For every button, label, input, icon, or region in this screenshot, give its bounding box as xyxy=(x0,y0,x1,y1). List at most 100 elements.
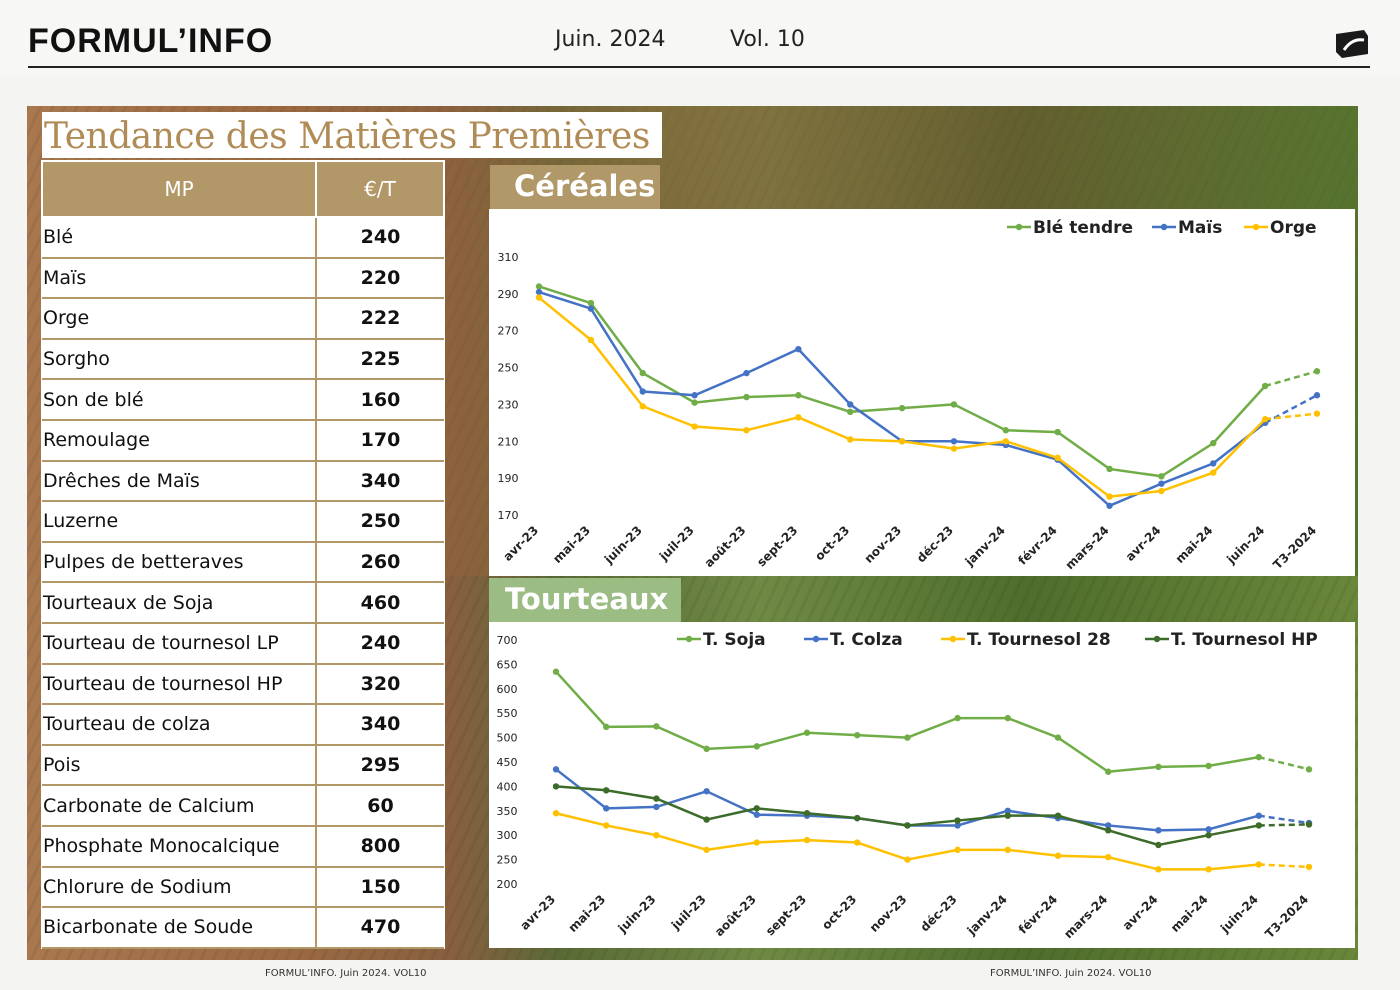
data-point xyxy=(653,723,660,730)
x-tick-label: mai-24 xyxy=(1168,892,1211,935)
y-tick-label: 550 xyxy=(497,707,518,720)
data-point xyxy=(1261,415,1269,423)
data-point xyxy=(854,814,861,822)
data-point xyxy=(954,817,961,824)
data-point xyxy=(639,403,646,410)
table-row: Drêches de Maïs 340 xyxy=(42,460,444,503)
data-point xyxy=(954,822,961,829)
row-name: Remoulage xyxy=(42,419,317,462)
row-price: 460 xyxy=(316,582,444,624)
data-point xyxy=(1002,427,1009,434)
table-body: Blé 240 Maïs 220 Orge 222 Sorgho 225 Son de blé 1… xyxy=(42,217,444,949)
section-title: Tendance des Matières Premières xyxy=(44,116,650,157)
data-point xyxy=(753,805,760,812)
data-point xyxy=(691,399,698,406)
data-point xyxy=(1210,469,1217,476)
x-tick-label: août-23 xyxy=(712,892,759,939)
row-price: 160 xyxy=(316,379,444,421)
data-point xyxy=(1105,853,1112,861)
data-point xyxy=(587,305,595,312)
header-rule xyxy=(28,66,1370,68)
table-row: Son de blé 160 xyxy=(42,379,444,421)
row-name: Carbonate de Calcium xyxy=(42,785,317,827)
data-point xyxy=(1054,454,1061,462)
legend-marker xyxy=(685,635,693,643)
data-point xyxy=(1155,866,1162,873)
data-point xyxy=(1106,465,1113,473)
x-tick-label: oct-23 xyxy=(819,892,859,932)
series-line xyxy=(538,290,1266,508)
row-price: 222 xyxy=(316,298,444,340)
x-tick-label: sept-23 xyxy=(754,523,800,569)
table-row: Pulpes de betteraves 260 xyxy=(42,541,444,584)
cereales-title: Céréales xyxy=(514,169,656,203)
data-point xyxy=(587,299,595,307)
x-tick-label: mai-23 xyxy=(566,892,609,935)
data-point xyxy=(691,392,698,399)
y-tick-label: 290 xyxy=(498,288,519,301)
data-point xyxy=(847,401,854,408)
data-point xyxy=(1205,762,1212,770)
x-tick-label: juin-24 xyxy=(1223,523,1267,567)
y-tick-label: 700 xyxy=(497,634,518,647)
data-point xyxy=(1155,827,1162,834)
data-point xyxy=(1313,410,1321,417)
row-name: Tourteaux de Soja xyxy=(42,582,317,624)
row-name: Luzerne xyxy=(42,501,317,543)
data-point xyxy=(603,787,610,794)
y-tick-label: 300 xyxy=(497,829,518,842)
x-tick-label: avr-23 xyxy=(500,523,541,564)
data-point xyxy=(795,414,802,421)
y-tick-label: 600 xyxy=(497,683,518,696)
data-point xyxy=(1305,863,1313,871)
data-point xyxy=(535,288,543,296)
x-tick-label: janv-24 xyxy=(964,892,1010,938)
data-point xyxy=(1054,734,1062,741)
series-projection-line xyxy=(1265,412,1318,421)
table-header: MP €/T xyxy=(41,160,445,218)
row-price: 260 xyxy=(316,541,444,584)
y-tick-label: 190 xyxy=(498,472,519,485)
x-tick-label: août-23 xyxy=(702,523,749,570)
data-point xyxy=(1255,822,1262,829)
y-tick-label: 270 xyxy=(498,325,519,338)
data-point xyxy=(535,294,543,301)
data-point xyxy=(1210,439,1217,447)
data-point xyxy=(743,393,750,401)
y-tick-label: 200 xyxy=(497,878,518,891)
data-point xyxy=(1106,502,1113,509)
data-point xyxy=(1261,382,1269,390)
data-point xyxy=(552,783,560,790)
data-point xyxy=(1305,766,1313,773)
series-line xyxy=(555,670,1260,774)
data-point xyxy=(743,427,750,434)
table-row: Tourteaux de Soja 460 xyxy=(42,582,444,624)
x-tick-label: avr-23 xyxy=(517,892,558,933)
row-price: 240 xyxy=(316,217,444,259)
row-name: Pois xyxy=(42,744,317,787)
data-point xyxy=(703,816,710,823)
data-point xyxy=(753,839,760,846)
table-row: Pois 295 xyxy=(42,744,444,787)
x-tick-label: mai-23 xyxy=(550,523,593,566)
x-tick-label: juin-24 xyxy=(1217,892,1261,936)
data-point xyxy=(950,445,958,452)
data-point xyxy=(1158,487,1165,495)
data-point xyxy=(639,388,646,395)
tourteaux-label-box: Tourteaux xyxy=(489,578,681,622)
data-point xyxy=(1155,763,1162,771)
x-tick-label: sept-23 xyxy=(763,892,809,938)
data-point xyxy=(1054,852,1062,859)
x-tick-label: oct-23 xyxy=(812,523,852,563)
data-point xyxy=(1205,866,1212,873)
x-tick-label: juin-23 xyxy=(615,892,659,936)
x-tick-label: mai-24 xyxy=(1173,523,1216,566)
y-tick-label: 450 xyxy=(497,756,518,769)
data-point xyxy=(1105,822,1112,829)
data-point xyxy=(898,438,906,445)
row-name: Son de blé xyxy=(42,379,317,421)
data-point xyxy=(603,723,610,731)
x-tick-label: juin-23 xyxy=(601,523,645,567)
